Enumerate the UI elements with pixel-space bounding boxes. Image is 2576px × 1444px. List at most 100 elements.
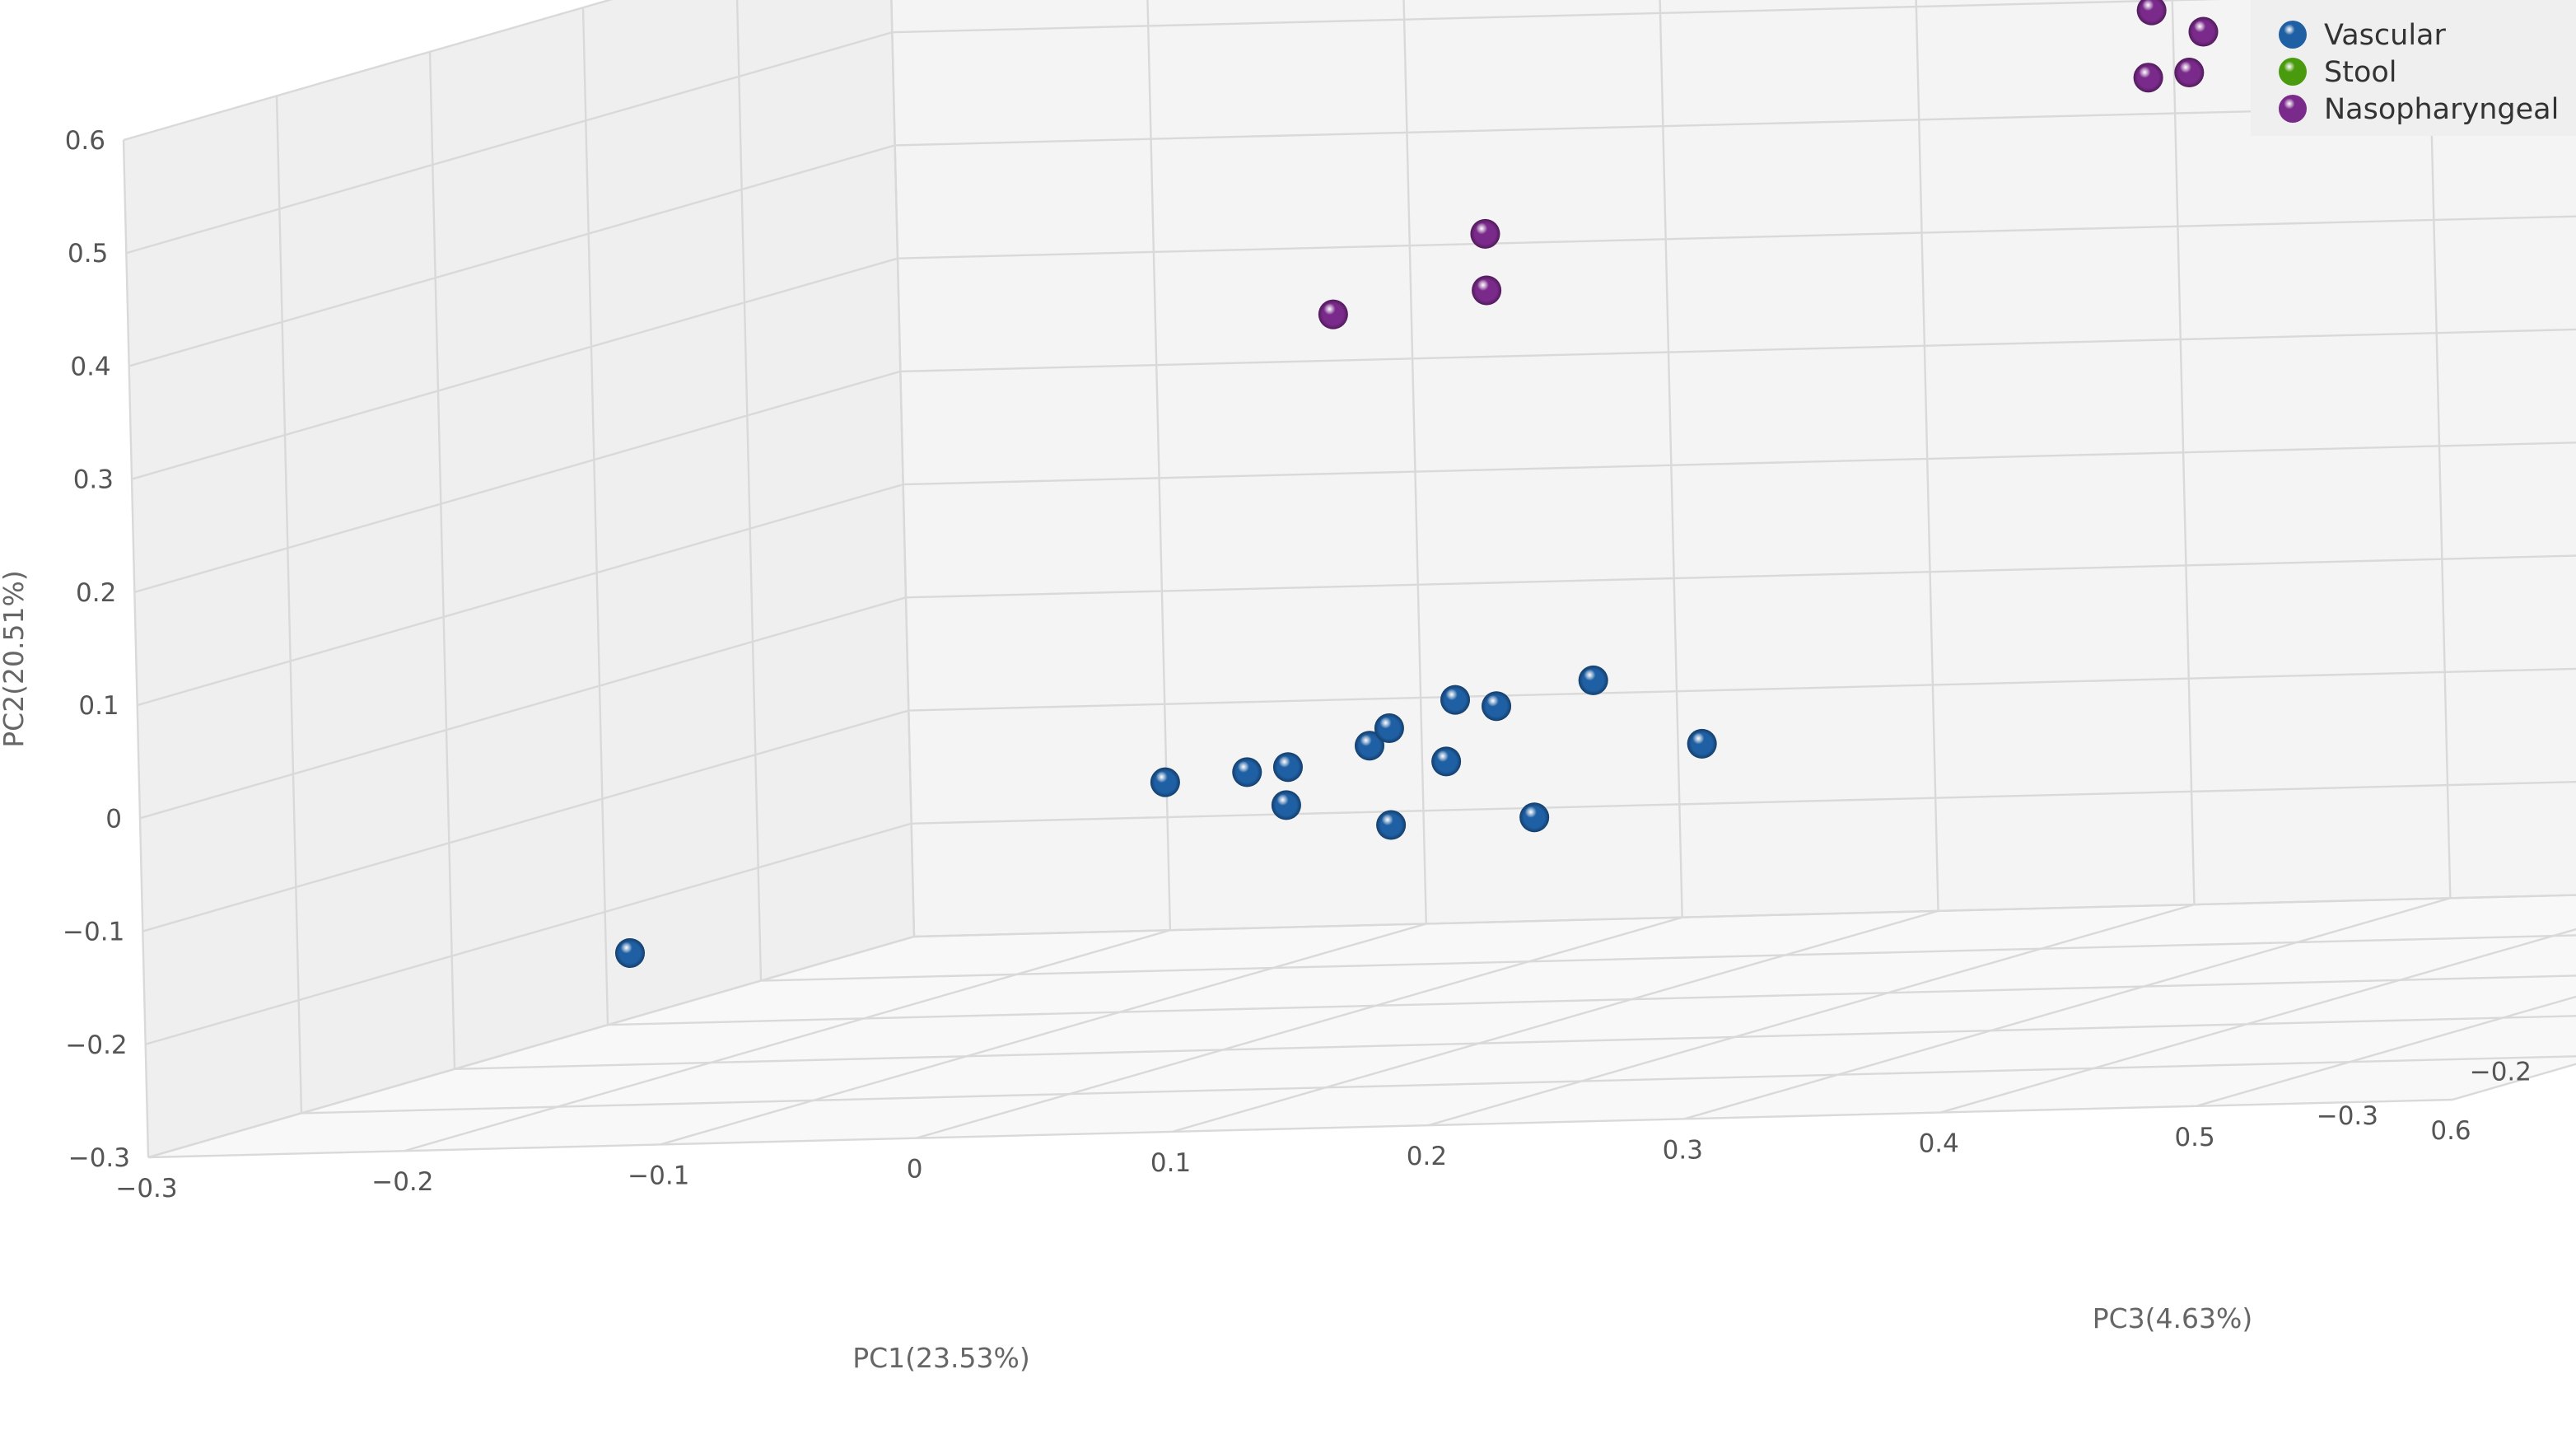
x-tick-label: −0.3 <box>115 1174 177 1203</box>
nasopharyngeal-point-shade <box>2174 58 2205 88</box>
gridline <box>428 51 456 1069</box>
x-axis-ticks: −0.3 −0.2 −0.1 0 0.1 0.2 0.3 0.4 0.5 0.6 <box>115 1116 2471 1203</box>
gridline <box>660 923 1427 1146</box>
floor-plane <box>148 895 2576 1157</box>
gridline <box>1684 897 2451 1120</box>
gridline <box>137 483 903 707</box>
gridline <box>1939 928 2576 1114</box>
vascular-point-shade <box>615 937 646 968</box>
z-tick-label: −0.2 <box>2470 1057 2532 1087</box>
legend-label[interactable]: Nasopharyngeal <box>2324 93 2559 126</box>
y-tick-label: −0.3 <box>68 1143 130 1173</box>
gridline <box>454 1015 2576 1070</box>
y-tick-label: −0.1 <box>63 918 124 947</box>
gridline <box>607 974 2576 1026</box>
vascular-point-shade <box>1482 691 1512 722</box>
y-tick-label: 0.2 <box>76 578 116 608</box>
gridline <box>134 370 901 594</box>
x-axis-title: PC1(23.53%) <box>852 1342 1030 1374</box>
gridline <box>145 822 912 1045</box>
vascular-point-shade <box>1374 713 1404 743</box>
legend-marker <box>2279 95 2307 123</box>
vascular-point-shade <box>1272 752 1303 783</box>
gridline <box>900 328 2576 373</box>
legend-marker <box>2279 21 2307 49</box>
vascular-point-shade <box>1376 810 1407 840</box>
gridline <box>123 0 614 142</box>
back-wall <box>891 0 2576 937</box>
gridline <box>913 894 2576 938</box>
gridline <box>147 935 915 1159</box>
z-tick-label: −0.3 <box>2317 1101 2378 1131</box>
legend-label[interactable]: Stool <box>2324 56 2397 89</box>
vascular-point-shade <box>1150 767 1180 797</box>
y-axis-ticks: −0.3 −0.2 −0.1 0 0.1 0.2 0.3 0.4 0.5 0.6 <box>63 126 130 1173</box>
gridline <box>894 102 2576 147</box>
y-tick-label: 0.3 <box>73 465 114 495</box>
gridline <box>147 1098 2453 1159</box>
gridline <box>890 0 916 937</box>
gridline <box>1172 909 1939 1133</box>
gridline <box>128 144 895 367</box>
nasopharyngeal-point-shade <box>1472 275 1502 306</box>
chart-walls <box>124 0 2576 1157</box>
nasopharyngeal-point-shade <box>2136 0 2167 26</box>
gridline <box>905 554 2576 599</box>
x-tick-label: 0.6 <box>2430 1116 2471 1146</box>
vascular-point-shade <box>1355 731 1384 761</box>
grid-lines <box>122 0 2576 1159</box>
side-wall <box>124 0 914 1157</box>
x-tick-label: −0.1 <box>628 1161 689 1190</box>
y-tick-label: 0.1 <box>78 691 119 721</box>
x-tick-label: 0.4 <box>1919 1129 1959 1159</box>
z-axis-ticks: −0.3−0.2−0.100.10.2 <box>2317 1057 2532 1131</box>
y-axis-title: PC2(20.51%) <box>0 570 30 748</box>
gridline <box>275 96 303 1114</box>
nasopharyngeal-point-shade <box>2133 63 2163 93</box>
gridline <box>735 0 763 981</box>
gridline <box>139 596 907 820</box>
gridline <box>760 934 2576 982</box>
vascular-point-shade <box>1232 757 1262 787</box>
gridline <box>892 0 2224 34</box>
legend-marker <box>2279 58 2307 86</box>
gridline <box>581 7 609 1026</box>
gridline <box>1402 0 1427 924</box>
nasopharyngeal-point-shade <box>1470 218 1500 249</box>
gridline <box>1915 0 1939 911</box>
gridline <box>131 257 898 480</box>
gridline <box>142 709 909 932</box>
x-tick-label: 0.3 <box>1663 1135 1703 1165</box>
nasopharyngeal-point-shade <box>1318 299 1348 329</box>
vascular-point-shade <box>1578 665 1608 695</box>
z-axis-title: PC3(4.63%) <box>2093 1302 2253 1334</box>
y-tick-label: 0.4 <box>70 352 110 381</box>
vascular-point-shade <box>1687 728 1717 759</box>
y-tick-label: −0.2 <box>65 1030 127 1060</box>
vascular-point-shade <box>1271 790 1301 820</box>
x-tick-label: −0.2 <box>371 1167 433 1197</box>
vascular-point-shade <box>1519 802 1550 833</box>
vascular-point-shade <box>1431 746 1462 777</box>
gridline <box>916 916 1682 1139</box>
x-tick-label: 0 <box>907 1155 923 1185</box>
y-tick-label: 0 <box>105 804 122 834</box>
gridline <box>122 139 150 1158</box>
gridline <box>126 31 893 255</box>
vascular-point-shade <box>1440 685 1471 715</box>
gridline <box>301 1055 2576 1115</box>
gridline <box>1428 903 2195 1127</box>
gridline <box>2171 0 2196 905</box>
gridline <box>404 929 1171 1152</box>
gridline <box>908 667 2576 712</box>
gridline <box>1659 0 1683 918</box>
gridline <box>2196 995 2576 1107</box>
x-tick-label: 0.2 <box>1407 1142 1447 1171</box>
data-points <box>615 0 2281 968</box>
x-tick-label: 0.1 <box>1150 1148 1191 1178</box>
legend[interactable]: Vascular Stool Nasopharyngeal <box>2251 0 2576 136</box>
legend-label[interactable]: Vascular <box>2324 19 2447 52</box>
y-tick-label: 0.5 <box>68 239 108 269</box>
gridline <box>897 215 2576 259</box>
